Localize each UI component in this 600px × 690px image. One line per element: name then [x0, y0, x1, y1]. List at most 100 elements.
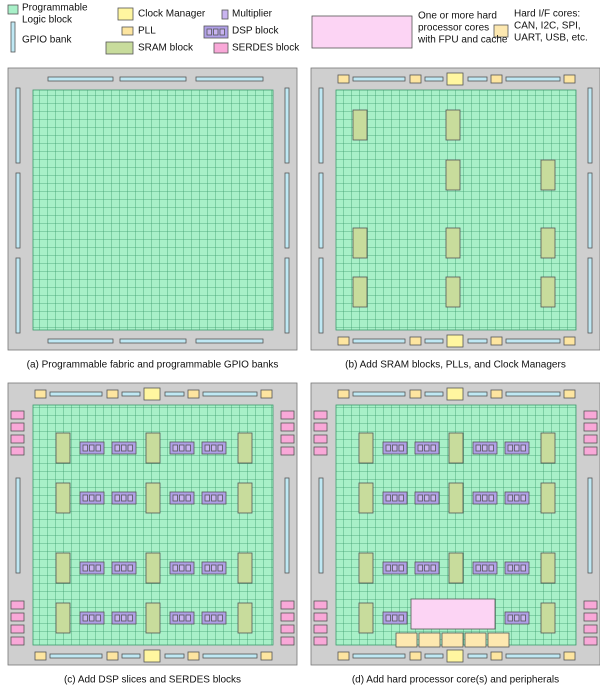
multiplier: [520, 564, 526, 572]
multiplier: [121, 444, 127, 452]
pll: [563, 651, 576, 661]
pll: [106, 651, 119, 661]
hard-if-core: [418, 632, 441, 648]
multiplier: [82, 614, 88, 622]
multiplier: [430, 564, 436, 572]
gpio-bank: [164, 653, 185, 659]
multiplier: [211, 494, 217, 502]
clock-manager: [143, 387, 161, 401]
sram-block: [237, 432, 253, 464]
pll: [563, 74, 576, 84]
multiplier: [507, 564, 513, 572]
multiplier: [385, 444, 391, 452]
hard-if-core: [464, 632, 487, 648]
multiplier: [95, 614, 101, 622]
legend-label: PLL: [138, 26, 156, 37]
gpio-bank: [121, 391, 141, 397]
gpio-bank: [202, 653, 258, 659]
gpio-bank: [352, 338, 406, 344]
multiplier: [172, 564, 178, 572]
multiplier: [211, 444, 217, 452]
gpio-bank: [587, 257, 593, 334]
sram-block: [237, 552, 253, 584]
multiplier: [95, 494, 101, 502]
sram-block: [55, 482, 71, 514]
pll: [34, 651, 47, 661]
multiplier: [204, 444, 210, 452]
serdes-block: [10, 600, 25, 610]
pll: [409, 74, 422, 84]
multiplier: [424, 494, 430, 502]
sram-block: [352, 227, 368, 259]
legend-label: One or more hard: [418, 11, 497, 22]
multiplier: [127, 564, 133, 572]
gpio-bank: [164, 391, 185, 397]
serdes-block: [10, 624, 25, 634]
gpio-bank: [424, 338, 444, 344]
gpio-bank: [467, 76, 488, 82]
gpio-bank: [424, 76, 444, 82]
sram-block: [448, 552, 464, 584]
pll: [106, 389, 119, 399]
sram-block: [540, 227, 556, 259]
multiplier: [488, 444, 494, 452]
sram-block: [55, 602, 71, 634]
serdes-block: [10, 636, 25, 646]
multiplier: [114, 494, 120, 502]
multiplier: [179, 564, 185, 572]
multiplier: [507, 614, 513, 622]
legend-clock-icon: [117, 7, 134, 21]
gpio-bank: [352, 391, 406, 397]
legend-label: Multiplier: [232, 9, 273, 20]
multiplier: [430, 494, 436, 502]
gpio-bank: [505, 391, 561, 397]
legend-label: SERDES block: [232, 43, 300, 54]
sram-block: [237, 482, 253, 514]
sram-block: [540, 482, 556, 514]
legend-label: Clock Manager: [138, 9, 206, 20]
gpio-bank: [505, 653, 561, 659]
legend-gpio-icon: [10, 21, 16, 53]
gpio-bank: [284, 257, 290, 334]
legend-cpu-icon: [311, 15, 413, 49]
serdes-block: [313, 410, 328, 420]
gpio-bank: [505, 76, 561, 82]
sram-block: [540, 552, 556, 584]
gpio-bank: [587, 477, 593, 574]
gpio-bank: [119, 76, 187, 82]
pll: [563, 336, 576, 346]
caption: (b) Add SRAM blocks, PLLs, and Clock Man…: [345, 360, 566, 371]
sram-block: [358, 432, 374, 464]
sram-block: [145, 432, 161, 464]
gpio-bank: [284, 87, 290, 164]
gpio-bank: [15, 477, 21, 574]
gpio-bank: [352, 653, 406, 659]
sram-block: [540, 159, 556, 191]
multiplier: [482, 494, 488, 502]
serdes-block: [280, 446, 295, 456]
multiplier: [217, 614, 223, 622]
multiplier: [398, 494, 404, 502]
multiplier: [114, 564, 120, 572]
multiplier: [204, 614, 210, 622]
processor-core: [410, 598, 496, 630]
multiplier: [520, 494, 526, 502]
serdes-block: [583, 600, 598, 610]
sram-block: [445, 159, 461, 191]
pll: [409, 651, 422, 661]
multiplier: [82, 494, 88, 502]
gpio-bank: [49, 653, 103, 659]
multiplier: [482, 444, 488, 452]
multiplier: [482, 564, 488, 572]
sram-block: [145, 552, 161, 584]
serdes-block: [280, 612, 295, 622]
serdes-block: [280, 434, 295, 444]
multiplier: [185, 614, 191, 622]
sram-block: [358, 602, 374, 634]
legend-sram-icon: [105, 41, 134, 55]
clock-manager: [143, 649, 161, 663]
sram-block: [445, 276, 461, 308]
sram-block: [55, 432, 71, 464]
gpio-bank: [424, 391, 444, 397]
multiplier: [385, 614, 391, 622]
